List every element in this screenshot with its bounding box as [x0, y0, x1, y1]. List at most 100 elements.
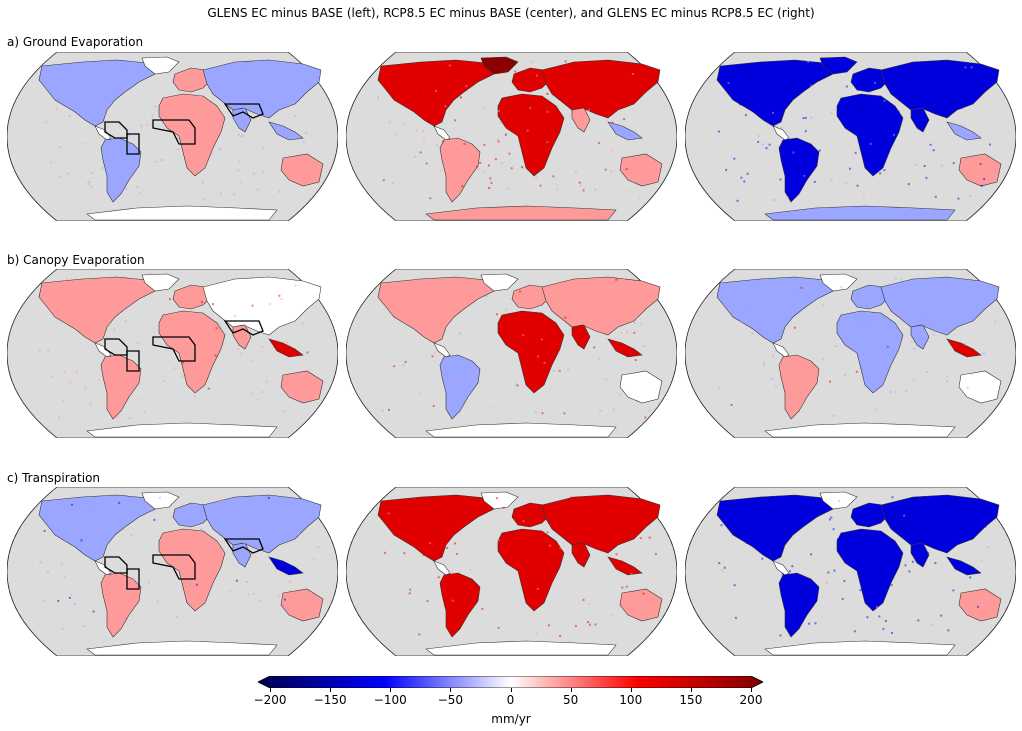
- landmass-antarctica: [425, 422, 617, 438]
- landmass-antarctica: [764, 640, 956, 656]
- landmass-greenland: [819, 273, 858, 292]
- landmass-camerica: [94, 125, 112, 141]
- colorbar-tick-mark: [690, 688, 692, 692]
- map-ground-evap-left: [7, 52, 338, 221]
- landmass-greenland: [141, 273, 180, 292]
- data-speckle: [717, 60, 991, 202]
- colorbar-tick-mark: [450, 688, 452, 692]
- data-speckle: [38, 277, 309, 419]
- landmass-samerica: [439, 137, 481, 203]
- landmass-antarctica: [764, 422, 956, 438]
- landmass-india: [571, 107, 591, 133]
- landmass-seasia: [268, 338, 304, 358]
- landmass-asia: [880, 59, 1000, 119]
- landmass-india: [910, 542, 930, 568]
- landmass-europe: [850, 67, 890, 93]
- region-box-4: [223, 103, 264, 119]
- row-label-transpiration: c) Transpiration: [7, 471, 101, 485]
- landmass-india: [571, 324, 591, 350]
- colorbar-tick-label: 200: [739, 693, 763, 707]
- landmass-camerica: [433, 560, 451, 576]
- landmass-australia: [280, 370, 324, 404]
- landmass-europe: [850, 502, 890, 528]
- landmass-camerica: [433, 342, 451, 358]
- region-box-3: [152, 119, 196, 145]
- landmass-samerica: [439, 354, 481, 420]
- landmass-asia: [541, 59, 661, 119]
- colorbar-tick-mark: [510, 688, 512, 692]
- colorbar-tick-mark: [330, 688, 332, 692]
- region-box-2: [126, 133, 140, 155]
- landmass-asia: [541, 494, 661, 554]
- map-ground-evap-center: [346, 52, 677, 221]
- row-label-ground-evaporation: a) Ground Evaporation: [7, 35, 144, 49]
- landmass-africa: [158, 310, 226, 394]
- landmass-greenland: [141, 56, 180, 75]
- map-canopy-evap-left: [7, 269, 338, 438]
- colorbar-tick-mark: [390, 688, 392, 692]
- map-ground-evap-right: [685, 52, 1016, 221]
- landmass-india: [910, 324, 930, 350]
- landmass-africa: [836, 310, 904, 394]
- landmass-greenland: [141, 491, 180, 510]
- landmass-india: [910, 107, 930, 133]
- landmass-africa: [497, 528, 565, 612]
- map-canopy-evap-center: [346, 269, 677, 438]
- colorbar-tick-label: −100: [373, 693, 407, 707]
- colorbar-unit-label: mm/yr: [491, 712, 531, 726]
- data-speckle: [382, 277, 652, 419]
- landmass-samerica: [778, 354, 820, 420]
- colorbar-tick-mark: [270, 688, 271, 692]
- landmass-australia: [619, 370, 663, 404]
- data-speckle: [45, 65, 311, 201]
- colorbar-tick-mark: [751, 688, 752, 692]
- landmass-seasia: [946, 338, 982, 358]
- colorbar-tick-label: 100: [619, 693, 643, 707]
- colorbar-tick-label: −50: [437, 693, 464, 707]
- landmass-greenland: [819, 56, 858, 75]
- landmass-australia: [958, 153, 1002, 187]
- landmass-greenland: [480, 491, 519, 510]
- landmass-antarctica: [86, 205, 278, 221]
- landmass-seasia: [607, 338, 643, 358]
- figure-title: GLENS EC minus BASE (left), RCP8.5 EC mi…: [207, 6, 815, 20]
- landmass-india: [571, 542, 591, 568]
- landmass-seasia: [946, 121, 982, 141]
- landmass-europe: [511, 284, 551, 310]
- row-label-canopy-evaporation: b) Canopy Evaporation: [7, 253, 145, 267]
- landmass-africa: [158, 93, 226, 177]
- landmass-europe: [511, 67, 551, 93]
- region-box-4: [223, 538, 264, 554]
- landmass-antarctica: [764, 205, 956, 221]
- landmass-africa: [836, 93, 904, 177]
- colorbar-tick-label: −150: [313, 693, 347, 707]
- landmass-camerica: [94, 342, 112, 358]
- landmass-europe: [850, 284, 890, 310]
- landmass-australia: [280, 153, 324, 187]
- map-canopy-evap-right: [685, 269, 1016, 438]
- colorbar-tick-mark: [570, 688, 572, 692]
- landmass-antarctica: [86, 422, 278, 438]
- landmass-australia: [280, 588, 324, 622]
- landmass-camerica: [772, 125, 790, 141]
- map-transpiration-center: [346, 487, 677, 656]
- data-speckle: [717, 277, 997, 417]
- data-speckle: [377, 60, 658, 200]
- landmass-africa: [836, 528, 904, 612]
- landmass-africa: [158, 528, 226, 612]
- colorbar-tick-label: 0: [506, 693, 515, 707]
- region-box-2: [126, 350, 140, 372]
- landmass-europe: [511, 502, 551, 528]
- landmass-europe: [172, 67, 212, 93]
- landmass-africa: [497, 310, 565, 394]
- region-box-4: [223, 320, 264, 336]
- colorbar: [258, 676, 763, 688]
- landmass-australia: [619, 588, 663, 622]
- landmass-australia: [958, 370, 1002, 404]
- landmass-antarctica: [425, 640, 617, 656]
- landmass-seasia: [946, 556, 982, 576]
- landmass-africa: [497, 93, 565, 177]
- landmass-seasia: [607, 556, 643, 576]
- data-speckle: [384, 496, 657, 637]
- colorbar-tick-label: 50: [562, 693, 579, 707]
